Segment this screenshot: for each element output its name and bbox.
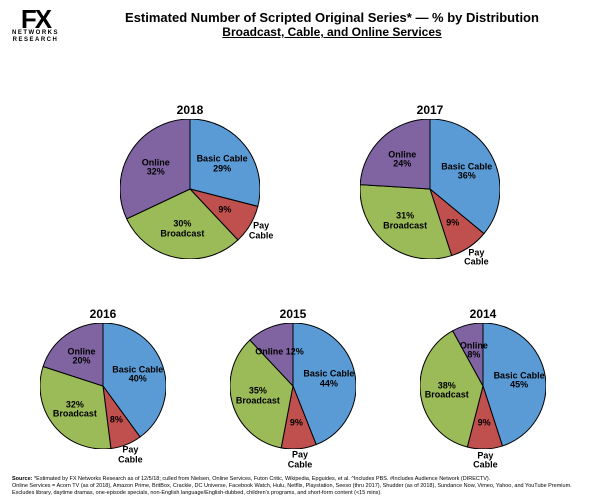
slice-label-online: Online 12% <box>255 348 304 357</box>
title-sub: Broadcast, Cable, and Online Services <box>67 25 597 39</box>
slice-label-basic_cable: Basic Cable45% <box>494 371 545 390</box>
pie-chart-2015: 2015Basic Cable44%9%PayCable35%Broadcast… <box>230 307 356 454</box>
slice-label-broadcast: 30%Broadcast <box>160 220 204 239</box>
chart-title: 2014 <box>420 307 546 321</box>
slice-label-pay_cable: 8% <box>110 416 123 425</box>
slice-label-broadcast: 38%Broadcast <box>425 381 469 400</box>
footer-line2: Online Services = Acorn TV (as of 2018),… <box>12 483 572 489</box>
pie: Basic Cable29%9%PayCable30%BroadcastOnli… <box>120 119 260 259</box>
chart-title: 2015 <box>230 307 356 321</box>
pie-chart-2017: 2017 Basic Cable36% 9% PayCable 31%Broadcast… <box>360 103 500 264</box>
header: FX NETWORKS RESEARCH Estimated Number of… <box>0 0 609 47</box>
chart-title: 2018 <box>120 103 260 117</box>
pie-chart-2016: 2016Basic Cable40%8%PayCable32%Broadcast… <box>40 307 166 454</box>
slice-outside-label-pay_cable: PayCable <box>249 222 274 241</box>
slice-outside-label-pay_cable: PayCable <box>118 446 143 465</box>
pie: Basic Cable36%9%PayCable31%BroadcastOnli… <box>360 119 500 259</box>
charts-area: 2018 Basic Cable29% 9% PayCable 30%Broadcast… <box>0 47 609 447</box>
pie-chart-2018: 2018Basic Cable29%9%PayCable30%Broadcast… <box>120 103 260 264</box>
slice-label-broadcast: 32%Broadcast <box>53 400 97 419</box>
slice-label-pay_cable: 9% <box>446 218 459 227</box>
fx-logo-line2: RESEARCH <box>13 37 59 44</box>
slice-label-online: Online20% <box>68 347 96 366</box>
fx-logo: FX NETWORKS RESEARCH <box>12 8 59 43</box>
slice-label-online: Online32% <box>142 158 170 177</box>
fx-logo-line1: NETWORKS <box>12 30 59 37</box>
footer-line1: *Estimated by FX Networks Research as of… <box>34 476 490 482</box>
slice-label-pay_cable: 9% <box>290 418 303 427</box>
chart-title: 2016 <box>40 307 166 321</box>
pie: Basic Cable45%9%PayCable38%BroadcastOnli… <box>420 323 546 449</box>
slice-label-online: Online24% <box>388 150 416 169</box>
slice-label-broadcast: 31%Broadcast <box>383 212 427 231</box>
slice-outside-label-pay_cable: PayCable <box>473 451 498 470</box>
slice-label-basic_cable: Basic Cable29% <box>197 155 248 174</box>
chart-title: 2017 <box>360 103 500 117</box>
pie: Basic Cable40%8%PayCable32%BroadcastOnli… <box>40 323 166 449</box>
slice-outside-label-pay_cable: PayCable <box>288 451 313 470</box>
slice-label-basic_cable: Basic Cable36% <box>441 163 492 182</box>
slice-label-basic_cable: Basic Cable40% <box>112 366 163 385</box>
footer-label: Source: <box>12 476 32 482</box>
slice-label-basic_cable: Basic Cable44% <box>303 370 354 389</box>
pie: Basic Cable44%9%PayCable35%BroadcastOnli… <box>230 323 356 449</box>
slice-label-online: Online8% <box>460 341 488 360</box>
slice-outside-label-pay_cable: PayCable <box>464 248 489 267</box>
pie-chart-2014: 2014Basic Cable45%9%PayCable38%Broadcast… <box>420 307 546 454</box>
slice-label-pay_cable: 9% <box>218 205 231 214</box>
slice-label-pay_cable: 9% <box>478 418 491 427</box>
slice-label-broadcast: 35%Broadcast <box>236 387 280 406</box>
title-block: Estimated Number of Scripted Original Se… <box>67 8 597 39</box>
fx-logo-text: FX <box>21 8 50 30</box>
footer: Source: *Estimated by FX Networks Resear… <box>12 476 597 497</box>
footer-line3: Excludes library, daytime dramas, one-ep… <box>12 490 382 496</box>
title-main: Estimated Number of Scripted Original Se… <box>67 10 597 25</box>
